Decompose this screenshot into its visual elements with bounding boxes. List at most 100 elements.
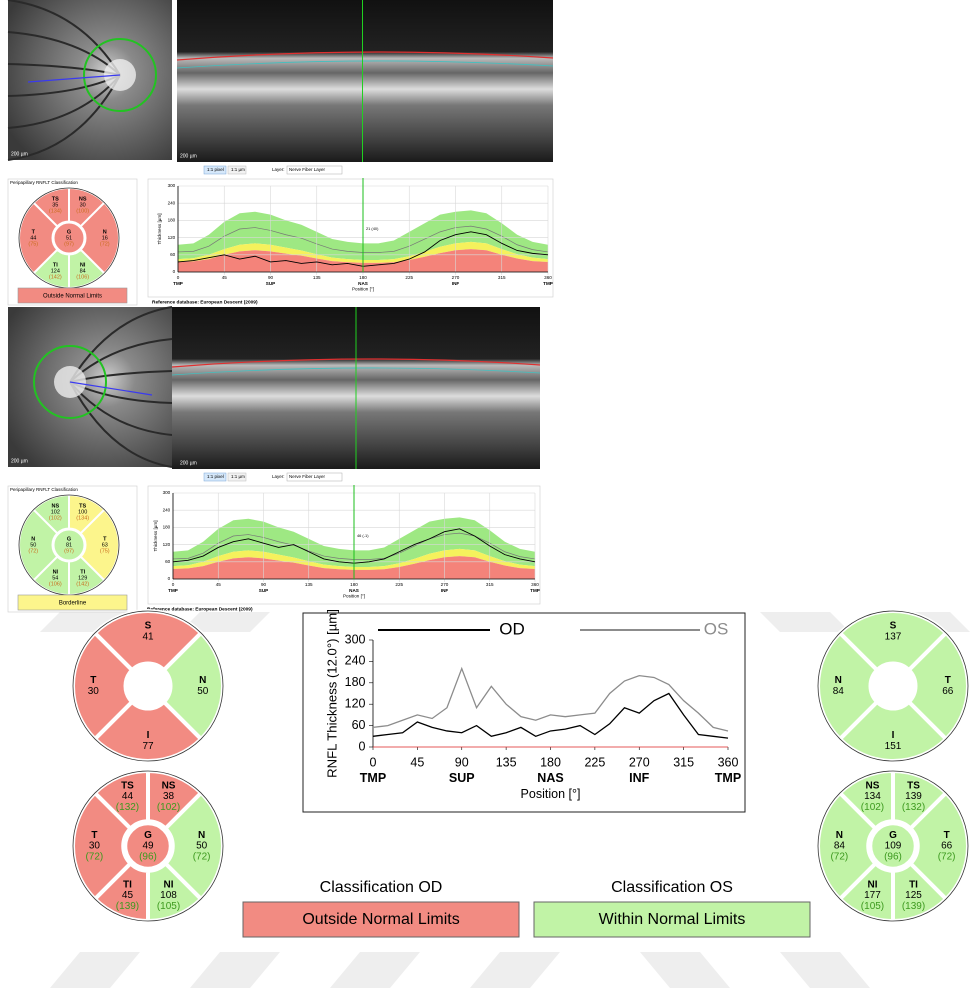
sector-label: T (91, 830, 97, 841)
x-tick-label: 90 (268, 275, 274, 280)
sector-label: TI (123, 879, 132, 890)
x-tick-label: 0 (172, 582, 175, 587)
sector-label: 125 (905, 890, 922, 901)
sector-label: (72) (193, 851, 211, 862)
region-label: INF (629, 771, 650, 785)
sector-label: 84 (834, 841, 846, 852)
region-label: TMP (543, 281, 553, 286)
classification-title: Peripapillary RNFLT Classification (10, 180, 78, 185)
x-tick-label: 360 (718, 756, 739, 770)
sector-label: (72) (100, 241, 110, 247)
sector-label: (96) (139, 851, 157, 862)
layer-value: Nerve Fiber Layer (289, 167, 326, 172)
sector-label: G (889, 830, 897, 841)
x-tick-label: 90 (261, 582, 267, 587)
y-tick-label: 0 (359, 739, 366, 753)
layer-label: Layer: (272, 474, 285, 479)
sector-label: (97) (64, 548, 74, 554)
x-tick-label: 270 (629, 756, 650, 770)
sector-label: TI (909, 879, 918, 890)
sector-label: (75) (28, 241, 38, 247)
cursor-label: 21 (40) (366, 226, 379, 231)
x-tick-label: 360 (544, 275, 552, 280)
x-axis-label: Position [°] (521, 787, 581, 801)
sector-label: NI (867, 879, 877, 890)
sector-label: (102) (157, 802, 180, 813)
layer-label: Layer: (272, 167, 285, 172)
sector-label: (96) (884, 851, 902, 862)
x-tick-label: 315 (486, 582, 494, 587)
region-label: SUP (449, 771, 475, 785)
toolbar-pixel: 1:1 pixel (207, 167, 224, 172)
sector-label: 41 (142, 631, 154, 642)
page: { "status_colors": {"outside": "#f28b82"… (0, 0, 973, 990)
sector-label: N (835, 675, 842, 686)
region-label: TMP (530, 588, 540, 593)
sector-label: (106) (76, 274, 89, 280)
x-tick-label: 360 (531, 582, 539, 587)
sector-label: 30 (89, 841, 101, 852)
y-tick-label: 0 (173, 269, 176, 274)
sector-label: (72) (85, 851, 103, 862)
sector-label: 134 (864, 791, 881, 802)
y-tick-label: 120 (168, 235, 176, 240)
sector-label: 84 (833, 686, 845, 697)
legend-label: OD (499, 619, 525, 638)
classification-heading: Classification OD (320, 879, 443, 896)
fundus-scale: 200 µm (11, 458, 28, 464)
sector-label: (132) (902, 802, 925, 813)
region-label: NAS (358, 281, 368, 286)
result-label: Borderline (59, 601, 87, 607)
sector-label: N (836, 830, 843, 841)
sector-label: 50 (196, 841, 208, 852)
screenshot: 200 µm200 µm1:1 pixel1:1 µmLayer:Nerve F… (0, 0, 973, 990)
y-tick-label: 0 (168, 576, 171, 581)
bscan-scale: 200 µm (180, 153, 197, 159)
region-label: SUP (259, 588, 268, 593)
sector-label: NS (162, 780, 176, 791)
region-label: TMP (168, 588, 178, 593)
y-axis-label: Thickness [µm] (153, 521, 158, 552)
region-label: NAS (537, 771, 563, 785)
fundus-scale: 200 µm (11, 151, 28, 157)
y-tick-label: 180 (345, 675, 366, 689)
region-label: INF (441, 588, 449, 593)
sector-label: (102) (861, 802, 884, 813)
region-label: NAS (349, 588, 359, 593)
sector-label: S (890, 620, 897, 631)
x-axis-label: Position [°] (352, 287, 374, 292)
sector-label: (72) (938, 851, 956, 862)
x-tick-label: 180 (350, 582, 358, 587)
x-tick-label: 45 (410, 756, 424, 770)
x-tick-label: 0 (370, 756, 377, 770)
y-tick-label: 60 (170, 252, 176, 257)
sector-label: 50 (197, 686, 209, 697)
y-tick-label: 300 (345, 632, 366, 646)
sector-label: (105) (861, 901, 884, 912)
sector-label: 108 (160, 890, 177, 901)
bscan-scale: 200 µm (180, 460, 197, 466)
y-axis-label: Thickness [µm] (157, 214, 162, 245)
x-tick-label: 225 (405, 275, 413, 280)
classification-title: Peripapillary RNFLT Classification (10, 487, 78, 492)
classification-result: Within Normal Limits (599, 911, 746, 928)
result-label: Outside Normal Limits (43, 294, 102, 300)
sector-label: (105) (157, 901, 180, 912)
x-tick-label: 270 (441, 582, 449, 587)
sector-label: NS (866, 780, 880, 791)
y-tick-label: 60 (165, 559, 171, 564)
sector-label: (132) (116, 802, 139, 813)
y-tick-label: 240 (168, 200, 176, 205)
sector-label: 30 (88, 686, 100, 697)
y-tick-label: 240 (345, 654, 366, 668)
y-tick-label: 300 (163, 490, 171, 495)
y-tick-label: 60 (352, 718, 366, 732)
legend-label: OS (704, 619, 729, 638)
region-label: INF (452, 281, 460, 286)
x-tick-label: 45 (216, 582, 222, 587)
y-tick-label: 120 (345, 696, 366, 710)
sector-label: N (198, 830, 205, 841)
sector-label: 44 (122, 791, 134, 802)
y-tick-label: 180 (163, 525, 171, 530)
sector-label: 38 (163, 791, 175, 802)
